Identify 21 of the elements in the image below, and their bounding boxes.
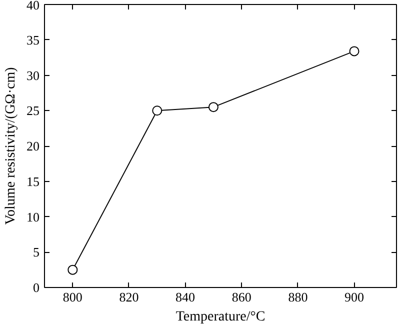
- y-tick-label: 5: [33, 244, 40, 260]
- point: [68, 264, 78, 275]
- x-axis-title: Temperature/°C: [176, 310, 266, 324]
- x-tick-label: 820: [119, 290, 139, 304]
- y-tick-label: 40: [26, 0, 40, 12]
- y-tick-label: 0: [33, 280, 40, 295]
- y-tick-label: 10: [26, 209, 40, 224]
- y-tick-label: 20: [26, 138, 40, 154]
- x-tick-label: 840: [176, 290, 196, 304]
- point: [208, 102, 218, 112]
- point: [152, 106, 162, 116]
- y-axis-title: Volume resistivity/(GΩ·cm): [4, 66, 18, 225]
- y-tick-label: 15: [26, 174, 40, 189]
- x-tick-label: 880: [288, 290, 308, 304]
- point: [349, 46, 360, 56]
- y-tick-label: 30: [26, 68, 40, 83]
- x-tick-label: 860: [232, 290, 252, 304]
- y-tick-label: 35: [26, 32, 40, 48]
- x-tick-label: 800: [62, 290, 82, 304]
- y-tick-label: 25: [26, 103, 40, 118]
- x-tick-label: 900: [344, 290, 364, 304]
